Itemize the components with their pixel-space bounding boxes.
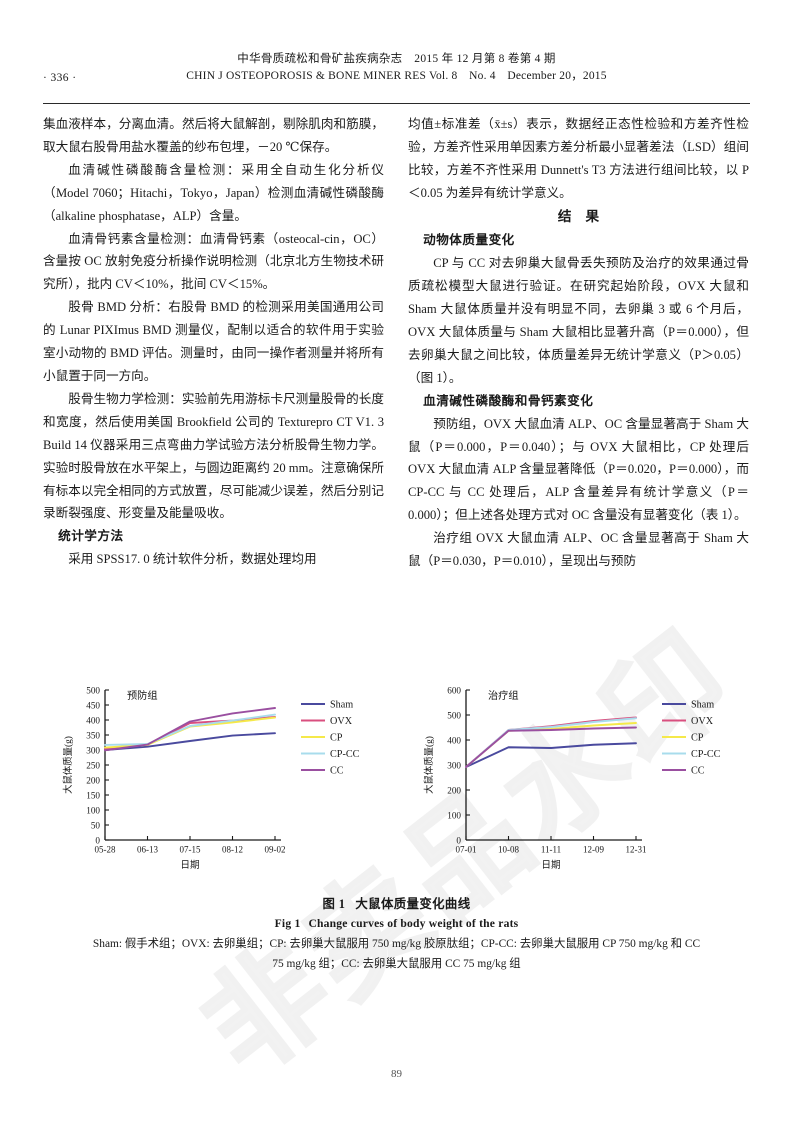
chart-svg: 0 50 100 150 200 250 300 350 400 450 500 05-28 06-13… bbox=[62, 685, 360, 871]
svg-text:600: 600 bbox=[447, 685, 461, 695]
svg-text:500: 500 bbox=[447, 710, 461, 720]
svg-text:CP: CP bbox=[330, 733, 343, 744]
svg-text:大鼠体质量(g): 大鼠体质量(g) bbox=[62, 736, 74, 794]
paragraph: 均值±标准差（x̄±s）表示，数据经正态性检验和方差齐性检验，方差齐性采用单因素… bbox=[408, 117, 749, 200]
svg-text:300: 300 bbox=[86, 745, 100, 755]
svg-text:08-12: 08-12 bbox=[222, 845, 243, 855]
body-columns: 集血液样本，分离血清。然后将大鼠解剖，剔除肌肉和筋膜，取大鼠右股骨用盐水覆盖的纱… bbox=[43, 113, 750, 573]
caption-cn-text: 大鼠体质量变化曲线 bbox=[355, 897, 471, 911]
figure-note-line1: Sham: 假手术组；OVX: 去卵巢组；CP: 去卵巢大鼠服用 750 mg/… bbox=[92, 938, 600, 950]
left-column: 集血液样本，分离血清。然后将大鼠解剖，剔除肌肉和筋膜，取大鼠右股骨用盐水覆盖的纱… bbox=[43, 113, 384, 573]
paragraph: 预防组，OVX 大鼠血清 ALP、OC 含量显著高于 Sham 大鼠（P＝0.0… bbox=[408, 416, 749, 523]
page-header: · 336 · 中华骨质疏松和骨矿盐疾病杂志 2015 年 12 月第 8 卷第… bbox=[43, 52, 750, 100]
page-number: 89 bbox=[391, 1068, 402, 1080]
paragraph: 采用 SPSS17. 0 统计软件分析，数据处理均用 bbox=[68, 552, 317, 567]
chart-prevention-group: 0 50 100 150 200 250 300 350 400 450 500 05-28 06-13… bbox=[43, 672, 389, 890]
paragraph: 血清骨钙素含量检测：血清骨钙素（osteocal-cin，OC）含量按 OC 放… bbox=[43, 231, 384, 292]
svg-text:07-15: 07-15 bbox=[180, 845, 201, 855]
svg-text:150: 150 bbox=[86, 790, 100, 800]
svg-text:200: 200 bbox=[447, 785, 461, 795]
svg-text:Sham: Sham bbox=[691, 700, 714, 711]
svg-text:200: 200 bbox=[86, 775, 100, 785]
chart-row: 0 50 100 150 200 250 300 350 400 450 500 05-28 06-13… bbox=[43, 672, 750, 890]
right-column: 均值±标准差（x̄±s）表示，数据经正态性检验和方差齐性检验，方差齐性采用单因素… bbox=[408, 113, 749, 573]
chart-svg: 0 100 200 300 400 500 600 07-01 10-08 11-11 12-09 1… bbox=[423, 685, 721, 871]
svg-text:0: 0 bbox=[95, 835, 100, 845]
svg-text:12-31: 12-31 bbox=[626, 845, 647, 855]
svg-text:100: 100 bbox=[86, 805, 100, 815]
paragraph: 集血液样本，分离血清。然后将大鼠解剖，剔除肌肉和筋膜，取大鼠右股骨用盐水覆盖的纱… bbox=[43, 117, 384, 154]
chart-treatment-group: 0 100 200 300 400 500 600 07-01 10-08 11-11 12-09 1… bbox=[404, 672, 750, 890]
svg-text:治疗组: 治疗组 bbox=[488, 689, 519, 702]
svg-text:CP-CC: CP-CC bbox=[330, 749, 360, 760]
svg-text:05-28: 05-28 bbox=[95, 845, 116, 855]
section-heading: 血清碱性磷酸酶和骨钙素变化 bbox=[423, 393, 594, 408]
folio-number: · 336 · bbox=[43, 72, 77, 84]
svg-text:400: 400 bbox=[86, 715, 100, 725]
svg-text:450: 450 bbox=[86, 700, 100, 710]
svg-text:CP-CC: CP-CC bbox=[691, 749, 721, 760]
svg-text:CC: CC bbox=[330, 766, 344, 777]
caption-cn: 图 1 大鼠体质量变化曲线 bbox=[43, 894, 750, 912]
paragraph: 股骨 BMD 分析：右股骨 BMD 的检测采用美国通用公司的 Lunar PIX… bbox=[43, 300, 384, 383]
caption-en-label: Fig 1 bbox=[274, 917, 301, 930]
paragraph: 股骨生物力学检测：实验前先用游标卡尺测量股骨的长度和宽度，然后使用美国 Broo… bbox=[43, 391, 384, 521]
figure-note: Sham: 假手术组；OVX: 去卵巢组；CP: 去卵巢大鼠服用 750 mg/… bbox=[43, 935, 750, 975]
svg-text:大鼠体质量(g): 大鼠体质量(g) bbox=[423, 736, 435, 794]
journal-title-en: CHIN J OSTEOPOROSIS & BONE MINER RES Vol… bbox=[186, 69, 607, 82]
header-divider bbox=[43, 103, 750, 104]
caption-en-text: Change curves of body weight of the rats bbox=[308, 917, 519, 930]
svg-text:250: 250 bbox=[86, 760, 100, 770]
svg-text:10-08: 10-08 bbox=[498, 845, 519, 855]
svg-text:500: 500 bbox=[86, 685, 100, 695]
svg-text:12-09: 12-09 bbox=[583, 845, 604, 855]
svg-text:日期: 日期 bbox=[180, 860, 199, 871]
svg-text:09-02: 09-02 bbox=[265, 845, 286, 855]
svg-text:50: 50 bbox=[91, 820, 101, 830]
svg-text:日期: 日期 bbox=[541, 860, 560, 871]
svg-text:06-13: 06-13 bbox=[137, 845, 158, 855]
paragraph: 血清碱性磷酸酶含量检测：采用全自动生化分析仪（Model 7060；Hitach… bbox=[43, 162, 384, 223]
caption-en: Fig 1 Change curves of body weight of the… bbox=[43, 917, 750, 930]
section-heading: 动物体质量变化 bbox=[423, 233, 515, 248]
svg-text:0: 0 bbox=[456, 835, 461, 845]
svg-text:Sham: Sham bbox=[330, 700, 353, 711]
section-heading: 统计学方法 bbox=[58, 529, 124, 544]
journal-title-cn: 中华骨质疏松和骨矿盐疾病杂志 2015 年 12 月第 8 卷第 4 期 bbox=[237, 53, 556, 65]
svg-text:07-01: 07-01 bbox=[456, 845, 477, 855]
paragraph: CP 与 CC 对去卵巢大鼠骨丢失预防及治疗的效果通过骨质疏松模型大鼠进行验证。… bbox=[408, 256, 749, 385]
header-titles: 中华骨质疏松和骨矿盐疾病杂志 2015 年 12 月第 8 卷第 4 期 CHI… bbox=[43, 52, 750, 84]
svg-text:OVX: OVX bbox=[691, 716, 714, 727]
paragraph: 治疗组 OVX 大鼠血清 ALP、OC 含量显著高于 Sham 大鼠（P＝0.0… bbox=[408, 531, 749, 569]
svg-text:CP: CP bbox=[691, 733, 704, 744]
svg-text:预防组: 预防组 bbox=[127, 689, 158, 702]
svg-text:350: 350 bbox=[86, 730, 100, 740]
results-section-title: 结果 bbox=[557, 208, 614, 224]
svg-text:OVX: OVX bbox=[330, 716, 353, 727]
svg-text:400: 400 bbox=[447, 735, 461, 745]
figure-caption: 图 1 大鼠体质量变化曲线 Fig 1 Change curves of body … bbox=[43, 894, 750, 975]
svg-text:300: 300 bbox=[447, 760, 461, 770]
figure-1: 0 50 100 150 200 250 300 350 400 450 500 05-28 06-13… bbox=[43, 672, 750, 975]
figure-note-line2: CP 750 mg/kg 和 CC 75 mg/kg 组；CC: 去卵巢大鼠服用… bbox=[272, 938, 701, 970]
svg-text:100: 100 bbox=[447, 810, 461, 820]
caption-cn-label: 图 1 bbox=[322, 897, 346, 911]
svg-text:11-11: 11-11 bbox=[541, 845, 561, 855]
svg-text:CC: CC bbox=[691, 766, 705, 777]
